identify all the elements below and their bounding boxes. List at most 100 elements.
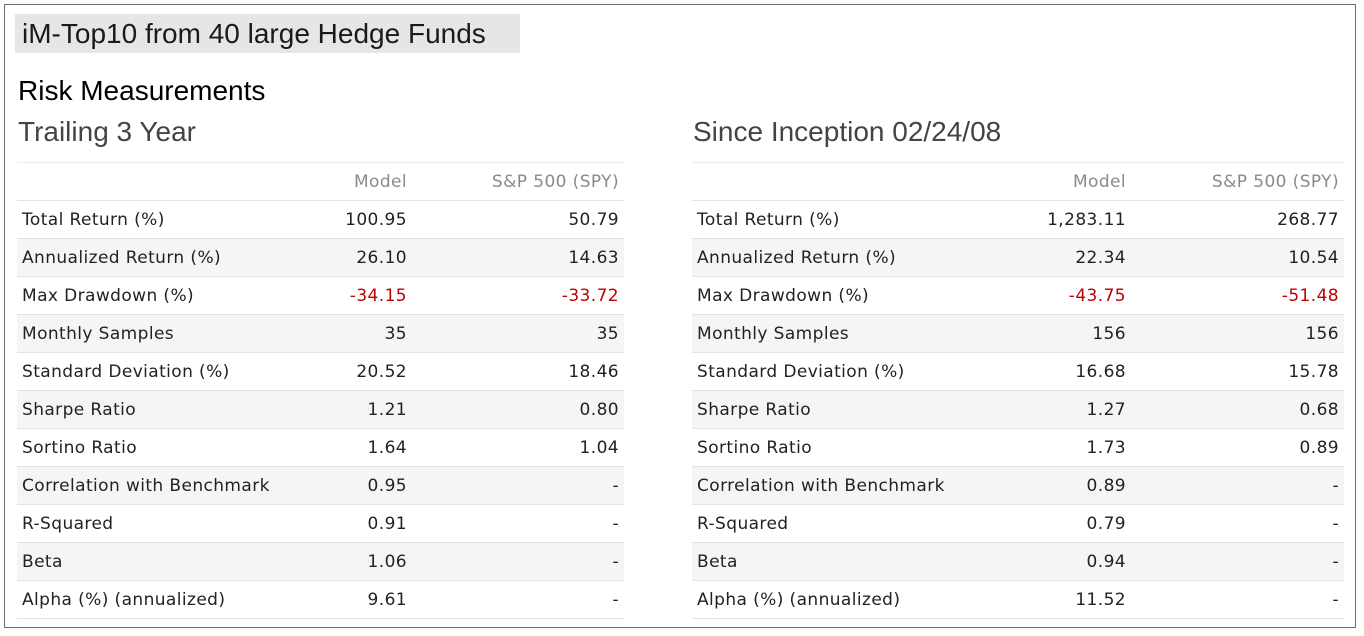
spy-value: 15.78 xyxy=(1131,352,1344,391)
column-header-label xyxy=(17,162,287,201)
spy-value: 35 xyxy=(412,314,624,353)
model-value: 0.91 xyxy=(287,504,412,543)
panel-title: Trailing 3 Year xyxy=(18,116,196,147)
spy-value: - xyxy=(412,504,624,543)
metric-label: Monthly Samples xyxy=(692,314,992,353)
trailing-3-year-panel: Trailing 3 Year Model S&P 500 (SPY) Tota… xyxy=(17,112,624,619)
model-value: 156 xyxy=(992,314,1131,353)
column-header-label xyxy=(692,162,992,201)
page-frame xyxy=(4,4,1356,628)
metric-label: Standard Deviation (%) xyxy=(17,352,287,391)
metric-label: R-Squared xyxy=(692,504,992,543)
model-value: 26.10 xyxy=(287,238,412,277)
spy-value: 50.79 xyxy=(412,200,624,239)
spy-value: - xyxy=(412,580,624,619)
table-row: Sharpe Ratio 1.27 0.68 xyxy=(692,390,1344,429)
model-value: 1.73 xyxy=(992,428,1131,467)
spy-value: - xyxy=(1131,580,1344,619)
table-row: Standard Deviation (%) 20.52 18.46 xyxy=(17,352,624,391)
table-row: Annualized Return (%) 22.34 10.54 xyxy=(692,238,1344,277)
model-value: 0.94 xyxy=(992,542,1131,581)
spy-value: 156 xyxy=(1131,314,1344,353)
model-value: 1,283.11 xyxy=(992,200,1131,239)
metric-label: Sortino Ratio xyxy=(692,428,992,467)
model-value: 0.89 xyxy=(992,466,1131,505)
metric-label: Beta xyxy=(692,542,992,581)
page-title: iM-Top10 from 40 large Hedge Funds xyxy=(15,14,520,53)
spy-value: -33.72 xyxy=(412,276,624,315)
table-row: Beta 0.94- xyxy=(692,542,1344,581)
table-header-row: Model S&P 500 (SPY) xyxy=(17,162,624,201)
spy-value: - xyxy=(1131,542,1344,581)
table-row: R-Squared 0.91- xyxy=(17,504,624,543)
model-value: 0.79 xyxy=(992,504,1131,543)
risk-table: Model S&P 500 (SPY) Total Return (%) 1,28… xyxy=(692,162,1344,619)
metric-label: R-Squared xyxy=(17,504,287,543)
metric-label: Monthly Samples xyxy=(17,314,287,353)
model-value: -34.15 xyxy=(287,276,412,315)
model-value: 1.64 xyxy=(287,428,412,467)
metric-label: Max Drawdown (%) xyxy=(17,276,287,315)
spy-value: 1.04 xyxy=(412,428,624,467)
table-row: Monthly Samples 35 35 xyxy=(17,314,624,353)
table-header-row: Model S&P 500 (SPY) xyxy=(692,162,1344,201)
spy-value: 0.89 xyxy=(1131,428,1344,467)
metric-label: Sharpe Ratio xyxy=(17,390,287,429)
since-inception-panel: Since Inception 02/24/08 Model S&P 500 (… xyxy=(692,112,1344,619)
metric-label: Alpha (%) (annualized) xyxy=(17,580,287,619)
spy-value: 0.68 xyxy=(1131,390,1344,429)
model-value: 0.95 xyxy=(287,466,412,505)
metric-label: Max Drawdown (%) xyxy=(692,276,992,315)
spy-value: 18.46 xyxy=(412,352,624,391)
table-row: Alpha (%) (annualized) 11.52- xyxy=(692,580,1344,619)
model-value: 20.52 xyxy=(287,352,412,391)
spy-value: - xyxy=(1131,504,1344,543)
metric-label: Total Return (%) xyxy=(692,200,992,239)
table-row: Sortino Ratio 1.64 1.04 xyxy=(17,428,624,467)
column-header-spy: S&P 500 (SPY) xyxy=(1131,162,1344,201)
metric-label: Sharpe Ratio xyxy=(692,390,992,429)
table-row: Sharpe Ratio 1.21 0.80 xyxy=(17,390,624,429)
model-value: 100.95 xyxy=(287,200,412,239)
table-row: Monthly Samples 156 156 xyxy=(692,314,1344,353)
metric-label: Total Return (%) xyxy=(17,200,287,239)
spy-value: -51.48 xyxy=(1131,276,1344,315)
metric-label: Correlation with Benchmark xyxy=(17,466,287,505)
table-row: Standard Deviation (%) 16.68 15.78 xyxy=(692,352,1344,391)
table-row: Sortino Ratio 1.73 0.89 xyxy=(692,428,1344,467)
table-row: Beta 1.06- xyxy=(17,542,624,581)
table-row: Correlation with Benchmark 0.95- xyxy=(17,466,624,505)
model-value: 9.61 xyxy=(287,580,412,619)
column-header-model: Model xyxy=(992,162,1131,201)
model-value: 35 xyxy=(287,314,412,353)
metric-label: Beta xyxy=(17,542,287,581)
model-value: 22.34 xyxy=(992,238,1131,277)
metric-label: Alpha (%) (annualized) xyxy=(692,580,992,619)
model-value: 1.27 xyxy=(992,390,1131,429)
model-value: 1.06 xyxy=(287,542,412,581)
column-header-spy: S&P 500 (SPY) xyxy=(412,162,624,201)
metric-label: Standard Deviation (%) xyxy=(692,352,992,391)
spy-value: 10.54 xyxy=(1131,238,1344,277)
table-row: Alpha (%) (annualized) 9.61- xyxy=(17,580,624,619)
spy-value: - xyxy=(1131,466,1344,505)
risk-table: Model S&P 500 (SPY) Total Return (%) 100.… xyxy=(17,162,624,619)
table-row: Total Return (%) 1,283.11 268.77 xyxy=(692,200,1344,239)
metric-label: Sortino Ratio xyxy=(17,428,287,467)
spy-value: 0.80 xyxy=(412,390,624,429)
model-value: 11.52 xyxy=(992,580,1131,619)
model-value: 16.68 xyxy=(992,352,1131,391)
spy-value: - xyxy=(412,466,624,505)
spy-value: - xyxy=(412,542,624,581)
section-title: Risk Measurements xyxy=(18,75,266,106)
panel-title: Since Inception 02/24/08 xyxy=(693,116,1002,147)
table-row: Correlation with Benchmark 0.89- xyxy=(692,466,1344,505)
metric-label: Annualized Return (%) xyxy=(17,238,287,277)
spy-value: 14.63 xyxy=(412,238,624,277)
table-row: R-Squared 0.79- xyxy=(692,504,1344,543)
table-row: Annualized Return (%) 26.10 14.63 xyxy=(17,238,624,277)
table-row: Total Return (%) 100.95 50.79 xyxy=(17,200,624,239)
model-value: -43.75 xyxy=(992,276,1131,315)
metric-label: Correlation with Benchmark xyxy=(692,466,992,505)
table-row: Max Drawdown (%) -34.15 -33.72 xyxy=(17,276,624,315)
